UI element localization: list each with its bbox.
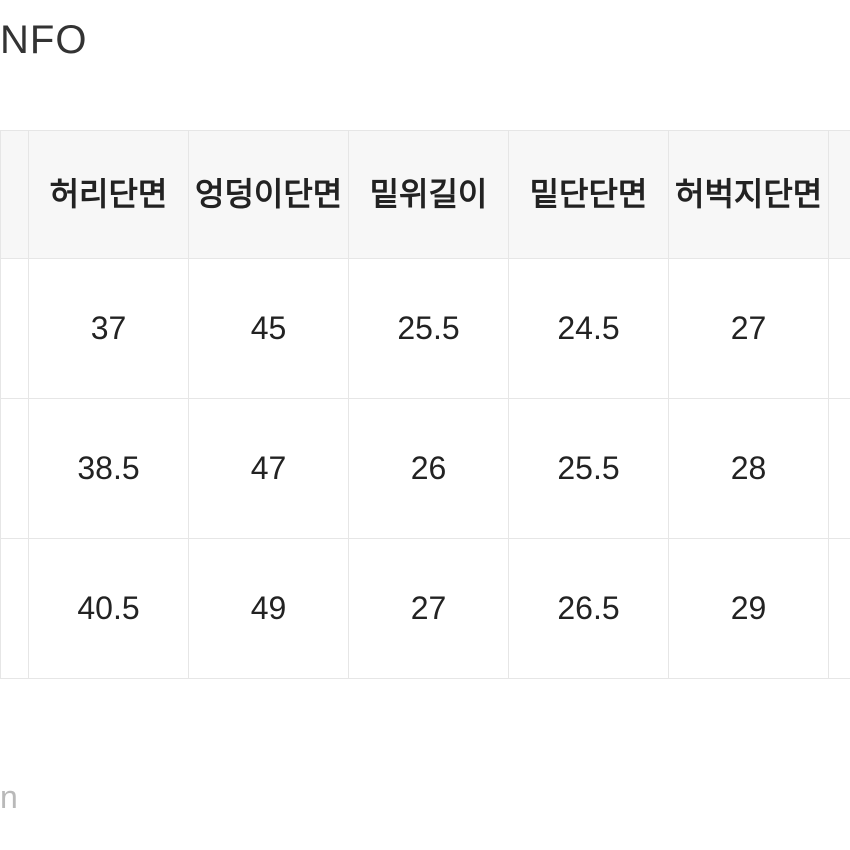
- table-cell-end: [829, 399, 850, 539]
- size-table-wrap: 허리단면 엉덩이단면 밑위길이 밑단단면 허벅지단면 37 45 25.5 24…: [0, 130, 850, 679]
- table-cell: 49: [189, 539, 349, 679]
- table-cell: 25.5: [509, 399, 669, 539]
- table-cell: 47: [189, 399, 349, 539]
- table-header-rise: 밑위길이: [349, 131, 509, 259]
- table-cell: 27: [349, 539, 509, 679]
- table-cell-stub: [1, 539, 29, 679]
- table-header-thigh: 허벅지단면: [669, 131, 829, 259]
- table-cell: 26: [349, 399, 509, 539]
- table-cell: 25.5: [349, 259, 509, 399]
- table-header-hip: 엉덩이단면: [189, 131, 349, 259]
- table-cell: 24.5: [509, 259, 669, 399]
- table-header-stub: [1, 131, 29, 259]
- table-header-hem: 밑단단면: [509, 131, 669, 259]
- page-title: NFO: [0, 18, 87, 63]
- table-cell: 27: [669, 259, 829, 399]
- table-cell: 45: [189, 259, 349, 399]
- table-row: 40.5 49 27 26.5 29: [1, 539, 850, 679]
- table-cell: 37: [29, 259, 189, 399]
- table-row: 38.5 47 26 25.5 28: [1, 399, 850, 539]
- table-row: 37 45 25.5 24.5 27: [1, 259, 850, 399]
- table-cell: 29: [669, 539, 829, 679]
- table-cell: 26.5: [509, 539, 669, 679]
- table-cell: 40.5: [29, 539, 189, 679]
- table-cell-end: [829, 539, 850, 679]
- table-cell: 28: [669, 399, 829, 539]
- table-header-end: [829, 131, 850, 259]
- footnote-text: n: [0, 779, 18, 816]
- table-cell: 38.5: [29, 399, 189, 539]
- table-header-row: 허리단면 엉덩이단면 밑위길이 밑단단면 허벅지단면: [1, 131, 850, 259]
- table-header-waist: 허리단면: [29, 131, 189, 259]
- page-root: NFO 허리단면 엉덩이단면 밑위길이 밑단단면 허벅지단면: [0, 0, 850, 850]
- table-cell-stub: [1, 259, 29, 399]
- table-cell-end: [829, 259, 850, 399]
- table-cell-stub: [1, 399, 29, 539]
- size-table: 허리단면 엉덩이단면 밑위길이 밑단단면 허벅지단면 37 45 25.5 24…: [0, 130, 850, 679]
